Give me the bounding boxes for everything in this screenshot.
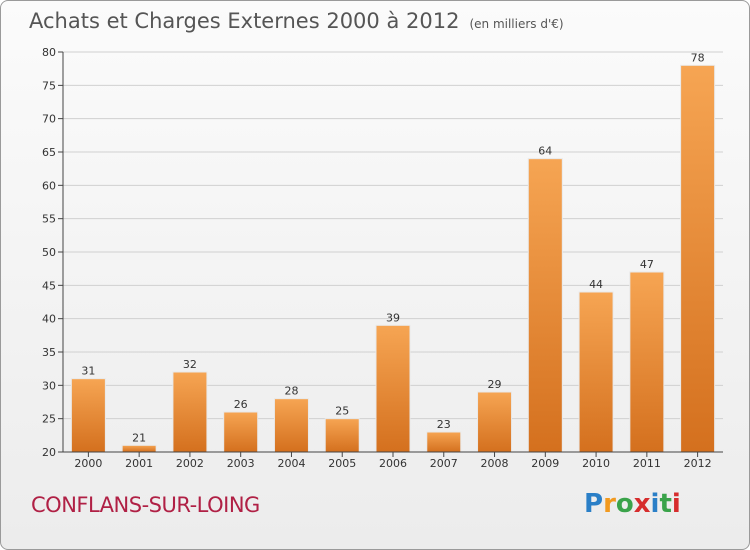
data-label: 39 — [386, 311, 400, 324]
logo-letter: i — [671, 489, 681, 519]
x-tick-label: 2000 — [74, 457, 102, 470]
axes — [58, 51, 723, 457]
bar-2008 — [477, 391, 513, 453]
proxiti-logo[interactable]: Proxiti — [584, 489, 681, 519]
data-label: 47 — [640, 258, 654, 271]
x-tick-label: 2003 — [227, 457, 255, 470]
data-label: 64 — [538, 145, 552, 158]
y-tick-label: 80 — [42, 46, 56, 59]
x-tick-label: 2006 — [379, 457, 407, 470]
data-label: 78 — [691, 51, 705, 64]
y-tick-label: 65 — [42, 146, 56, 159]
bar-2007 — [426, 431, 462, 453]
x-tick-label: 2011 — [633, 457, 661, 470]
bar-2012 — [680, 64, 716, 453]
x-tick-label: 2010 — [582, 457, 610, 470]
data-label: 29 — [488, 378, 502, 391]
logo-letter: x — [633, 489, 651, 519]
bar-2010 — [578, 291, 614, 453]
data-label: 44 — [589, 278, 603, 291]
chart-title-text: Achats et Charges Externes 2000 à 2012 — [29, 9, 460, 33]
logo-letter: t — [659, 489, 672, 519]
data-label: 32 — [183, 358, 197, 371]
y-tick-label: 70 — [42, 113, 56, 126]
data-label: 23 — [437, 418, 451, 431]
x-tick-label: 2007 — [430, 457, 458, 470]
data-label: 25 — [335, 405, 349, 418]
bar-2011 — [629, 271, 665, 453]
y-tick-label: 50 — [42, 246, 56, 259]
y-tick-label: 40 — [42, 313, 56, 326]
bar-2002 — [172, 371, 208, 453]
chart-subtitle: (en milliers d'€) — [469, 17, 564, 31]
bar-2004 — [273, 398, 309, 453]
data-label: 21 — [132, 431, 146, 444]
x-tick-label: 2002 — [176, 457, 204, 470]
x-tick-label: 2012 — [684, 457, 712, 470]
bar-2005 — [324, 418, 360, 453]
y-tick-label: 30 — [42, 379, 56, 392]
x-tick-label: 2009 — [531, 457, 559, 470]
x-tick-label: 2005 — [328, 457, 356, 470]
bar-2000 — [70, 378, 106, 453]
y-tick-label: 35 — [42, 346, 56, 359]
data-label: 31 — [81, 365, 95, 378]
logo-letter: r — [603, 489, 616, 519]
logo-letter: o — [615, 489, 634, 519]
y-tick-label: 60 — [42, 179, 56, 192]
x-tick-label: 2001 — [125, 457, 153, 470]
data-label: 26 — [234, 398, 248, 411]
bar-2009 — [527, 158, 563, 453]
y-tick-label: 25 — [42, 413, 56, 426]
logo-letter: i — [650, 489, 660, 519]
labels: 20 25 30 35 40 45 50 55 60 65 70 75 80 31 2000 21 2001 32… — [42, 46, 712, 470]
x-tick-label: 2008 — [481, 457, 509, 470]
y-tick-label: 75 — [42, 79, 56, 92]
x-tick-label: 2004 — [277, 457, 305, 470]
y-tick-label: 20 — [42, 446, 56, 459]
city-name: CONFLANS-SUR-LOING — [31, 493, 260, 517]
y-tick-label: 45 — [42, 279, 56, 292]
logo-letter: P — [584, 489, 604, 519]
bar-2006 — [375, 324, 411, 453]
data-label: 28 — [284, 385, 298, 398]
bars — [70, 64, 716, 453]
y-tick-label: 55 — [42, 213, 56, 226]
bar-2003 — [223, 411, 259, 453]
chart-title: Achats et Charges Externes 2000 à 2012 (e… — [29, 9, 564, 33]
bar-2001 — [121, 444, 157, 453]
